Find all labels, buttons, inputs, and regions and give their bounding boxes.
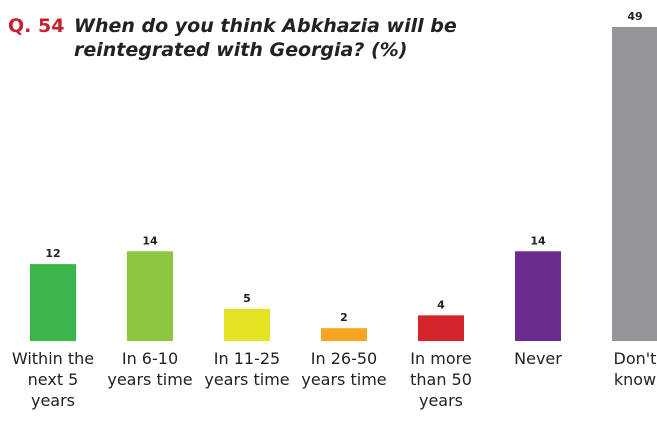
value-label: 49 — [627, 10, 642, 23]
bar — [612, 27, 657, 341]
x-tick-label: In 6-10 years time — [107, 349, 193, 389]
x-tick-label: Don't know — [613, 349, 657, 389]
bar — [30, 264, 76, 341]
bar — [224, 308, 270, 341]
question-text: When do you think Abkhazia will be reint… — [74, 15, 457, 61]
x-tick-label: In 11-25 years time — [204, 349, 290, 389]
bar — [418, 315, 464, 341]
value-label: 14 — [530, 234, 546, 247]
bar — [515, 251, 561, 341]
value-label: 4 — [437, 298, 445, 311]
value-label: 12 — [45, 247, 60, 260]
bar — [321, 328, 367, 341]
x-tick-label: In more than 50 years — [410, 349, 472, 410]
value-label: 5 — [243, 292, 251, 305]
bar — [127, 251, 173, 341]
value-label: 14 — [142, 234, 158, 247]
x-tick-label: Within the next 5 years — [11, 349, 95, 410]
chart-title: Q. 54 When do you think Abkhazia will be… — [8, 14, 478, 62]
value-label: 2 — [340, 311, 348, 324]
x-tick-label: In 26-50 years time — [301, 349, 387, 389]
question-number: Q. 54 — [8, 15, 65, 37]
x-tick-label: Never — [514, 349, 562, 368]
